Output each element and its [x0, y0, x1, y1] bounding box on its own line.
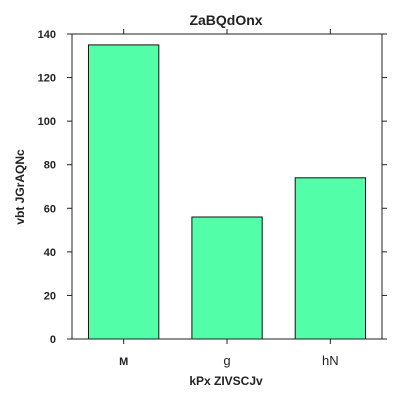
y-tick-label: 20: [44, 290, 56, 302]
y-tick-label: 120: [38, 73, 56, 85]
y-tick-label: 140: [38, 29, 56, 41]
x-tick-label: hN: [322, 353, 339, 368]
y-axis-label: vbt JGrAQNc: [13, 149, 27, 225]
y-tick-label: 80: [44, 160, 56, 172]
y-tick-label: 100: [38, 116, 56, 128]
x-axis-label: kPx ZIVSCJv: [189, 374, 263, 388]
bar-M: [88, 44, 160, 340]
y-tick-label: 60: [44, 203, 56, 215]
x-tick-label: g: [223, 353, 230, 368]
x-tick-label: M: [119, 356, 128, 368]
y-tick-label: 0: [50, 334, 56, 346]
chart-title: ZaBQdOnx: [189, 12, 262, 28]
axes-group: 0 20 40 60 80 100 120 140 M g hN: [38, 29, 387, 368]
bars-group: [88, 44, 367, 340]
y-tick-label: 40: [44, 247, 56, 259]
bar-g: [191, 216, 263, 340]
bar-hN: [294, 177, 367, 340]
